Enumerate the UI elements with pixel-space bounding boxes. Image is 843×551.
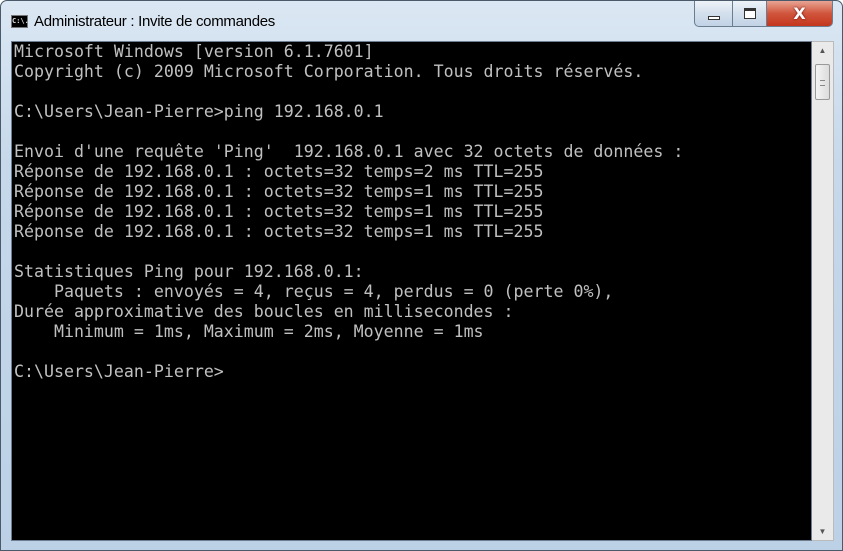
vertical-scrollbar[interactable]: ▲ ▼ — [812, 41, 834, 541]
scrollbar-thumb[interactable] — [815, 64, 830, 100]
title-bar[interactable]: C:\. Administrateur : Invite de commande… — [11, 9, 275, 33]
close-icon: X — [793, 4, 806, 23]
console-line: Envoi d'une requête 'Ping' 192.168.0.1 a… — [14, 142, 684, 161]
scroll-down-arrow-icon[interactable]: ▼ — [818, 527, 827, 536]
console-line: Paquets : envoyés = 4, reçus = 4, perdus… — [14, 282, 614, 301]
console-line: Réponse de 192.168.0.1 : octets=32 temps… — [14, 162, 544, 181]
grip-icon — [820, 80, 825, 86]
console-line: Réponse de 192.168.0.1 : octets=32 temps… — [14, 222, 544, 241]
close-button[interactable]: X — [767, 1, 833, 27]
console-line: Minimum = 1ms, Maximum = 2ms, Moyenne = … — [14, 322, 484, 341]
console-line: Copyright (c) 2009 Microsoft Corporation… — [14, 62, 644, 81]
window-title: Administrateur : Invite de commandes — [34, 12, 275, 30]
console-line: C:\Users\Jean-Pierre> — [14, 362, 224, 381]
maximize-button[interactable] — [733, 1, 767, 27]
minimize-icon — [707, 15, 720, 20]
console-line: C:\Users\Jean-Pierre>ping 192.168.0.1 — [14, 102, 384, 121]
minimize-button[interactable] — [694, 1, 733, 27]
maximize-icon — [743, 8, 756, 19]
console-line — [14, 342, 683, 362]
console-line — [14, 82, 683, 102]
console-output[interactable]: Microsoft Windows [version 6.1.7601] Copy… — [11, 41, 812, 541]
console-line: Durée approximative des boucles en milli… — [14, 302, 514, 321]
console-line: Microsoft Windows [version 6.1.7601] — [14, 42, 374, 61]
console-line: Réponse de 192.168.0.1 : octets=32 temps… — [14, 202, 544, 221]
console-line: Réponse de 192.168.0.1 : octets=32 temps… — [14, 182, 544, 201]
console-line — [14, 242, 683, 262]
console-line — [14, 122, 683, 142]
scroll-up-arrow-icon[interactable]: ▲ — [818, 46, 827, 55]
console-line: Statistiques Ping pour 192.168.0.1: — [14, 262, 364, 281]
console-text: Microsoft Windows [version 6.1.7601] Copy… — [14, 42, 683, 382]
cmd-icon[interactable]: C:\. — [11, 14, 29, 28]
